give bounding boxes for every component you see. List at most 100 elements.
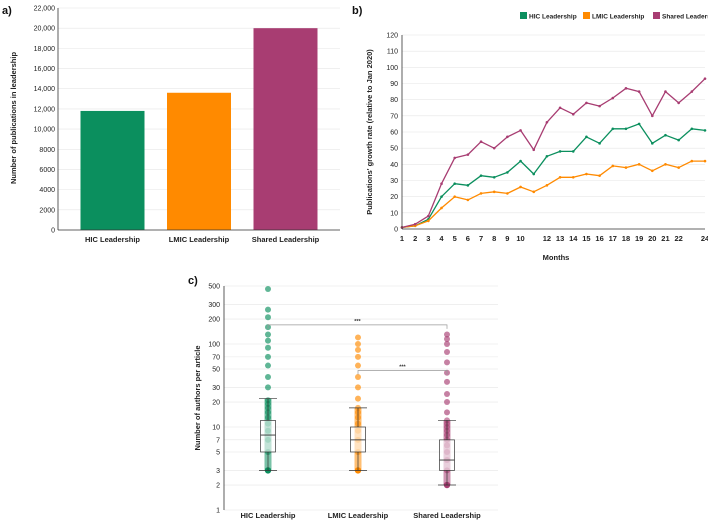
panel-c-x-tick-label: Shared Leadership — [413, 511, 481, 520]
point-shared — [571, 112, 575, 116]
panel-c-y-tick-label: 10 — [212, 425, 220, 432]
point-lmic — [479, 192, 483, 195]
point-lmic — [427, 219, 430, 223]
panel-b-y-tick-label: 20 — [390, 194, 398, 201]
panel-b-y-tick-label: 70 — [390, 113, 398, 120]
point-lmic — [506, 192, 509, 195]
point-shared — [637, 90, 641, 93]
panel-c-y-tick-label: 3 — [216, 468, 220, 475]
point-hic — [624, 127, 628, 131]
point-lmic — [624, 166, 628, 169]
outlier-hic — [265, 362, 271, 369]
point-shared — [690, 90, 694, 93]
outlier-lmic — [355, 346, 361, 353]
point-shared — [664, 90, 667, 93]
panel-b-y-tick-label: 0 — [394, 227, 398, 234]
panel-b-x-tick-label: 10 — [516, 234, 524, 243]
panel-a-y-tick-label: 6000 — [39, 167, 55, 174]
panel-b-y-tick-label: 90 — [390, 81, 398, 88]
panel-a-x-tick-label: LMIC Leadership — [169, 235, 230, 244]
panel-b-y-tick-label: 120 — [386, 33, 398, 40]
outlier-lmic — [355, 362, 361, 369]
panel-c-y-tick-label: 50 — [212, 366, 220, 373]
panel-b-x-tick-label: 5 — [453, 234, 457, 243]
point-lmic — [571, 175, 575, 179]
point-hic — [585, 135, 588, 139]
panel-b-x-tick-label: 16 — [595, 234, 603, 243]
panel-c-y-tick-label: 200 — [208, 317, 220, 324]
panel-c-label: c) — [188, 275, 198, 287]
panel-b-y-tick-label: 80 — [390, 97, 398, 104]
panel-b-x-axis-label: Months — [543, 253, 570, 262]
panel-c-y-tick-label: 70 — [212, 354, 220, 361]
outlier-shared — [444, 378, 450, 385]
point-shared — [532, 148, 536, 152]
panel-b-x-tick-label: 22 — [674, 234, 682, 243]
point-hic — [664, 133, 667, 137]
box-lmic — [349, 334, 367, 474]
point-hic — [637, 122, 641, 126]
point-lmic — [492, 190, 496, 194]
outlier-shared — [444, 390, 450, 397]
panel-b-label: b) — [352, 5, 363, 17]
point-lmic — [690, 159, 694, 163]
point-lmic — [651, 169, 654, 173]
panel-b-x-tick-label: 24 — [701, 234, 708, 243]
point-shared — [651, 114, 654, 118]
point-hic — [532, 172, 536, 176]
point-hic — [571, 150, 575, 153]
point-hic — [611, 127, 615, 131]
outlier-shared — [444, 359, 450, 366]
panel-c-box-plot: c) *** *** 1 2 3 5 7 10 20 30 50 70 100 200 300 500 HI… — [188, 275, 498, 520]
outlier-hic — [265, 331, 271, 338]
outlier-shared — [444, 331, 450, 338]
panel-b-x-tick-label: 6 — [466, 234, 470, 243]
box-body-shared — [439, 439, 455, 471]
point-hic — [453, 182, 456, 186]
panel-b-y-axis-label: Publications' growth rate (relative to J… — [365, 49, 374, 215]
point-shared — [598, 104, 601, 108]
panel-a-y-tick-label: 4000 — [39, 187, 55, 194]
panel-b-y-tick-label: 30 — [390, 178, 398, 185]
bar-lmic — [167, 92, 231, 230]
point-lmic — [532, 190, 536, 194]
legend-label-hic: HIC Leadership — [529, 14, 577, 21]
point-hic — [545, 154, 549, 158]
legend-label-lmic: LMIC Leadership — [592, 14, 644, 21]
panel-a-y-tick-label: 0 — [51, 228, 55, 235]
panel-b-x-tick-label: 19 — [635, 234, 643, 243]
panel-b-x-tick-label: 15 — [582, 234, 590, 243]
point-shared — [703, 77, 707, 80]
point-shared — [677, 101, 680, 105]
panel-a-y-tick-label: 12,000 — [34, 106, 56, 113]
point-hic — [492, 175, 496, 179]
point-lmic — [611, 164, 615, 168]
outlier-lmic — [355, 384, 361, 391]
point-hic — [677, 138, 680, 142]
panel-b-y-tick-label: 60 — [390, 130, 398, 137]
panel-a-y-tick-label: 16,000 — [34, 66, 56, 73]
outlier-shared — [444, 341, 450, 348]
outlier-hic — [265, 306, 271, 313]
significance-bracket — [267, 324, 448, 329]
panel-b-x-tick-label: 18 — [622, 234, 630, 243]
outlier-shared — [444, 409, 450, 416]
outlier-hic — [265, 374, 271, 381]
panel-b-x-tick-label: 13 — [556, 234, 564, 243]
point-shared — [413, 222, 417, 226]
point-hic — [519, 159, 522, 163]
legend-swatch-hic — [520, 12, 527, 19]
point-shared — [519, 129, 522, 132]
panel-b-x-tick-label: 1 — [400, 234, 404, 243]
panel-c-y-tick-label: 5 — [216, 449, 220, 456]
panel-b-x-tick-label: 17 — [609, 234, 617, 243]
line-hic — [401, 123, 706, 229]
panel-b-y-tick-label: 10 — [390, 210, 398, 217]
panel-c-y-tick-label: 100 — [208, 342, 220, 349]
panel-c-x-tick-label: HIC Leadership — [240, 511, 295, 520]
outlier-shared — [444, 349, 450, 356]
panel-b-legend: HIC Leadership LMIC Leadership Shared Lead… — [520, 12, 708, 21]
point-lmic — [558, 175, 562, 179]
panel-c-y-axis-label: Number of authors per article — [193, 345, 202, 450]
panel-b-x-tick-label: 4 — [439, 234, 444, 243]
